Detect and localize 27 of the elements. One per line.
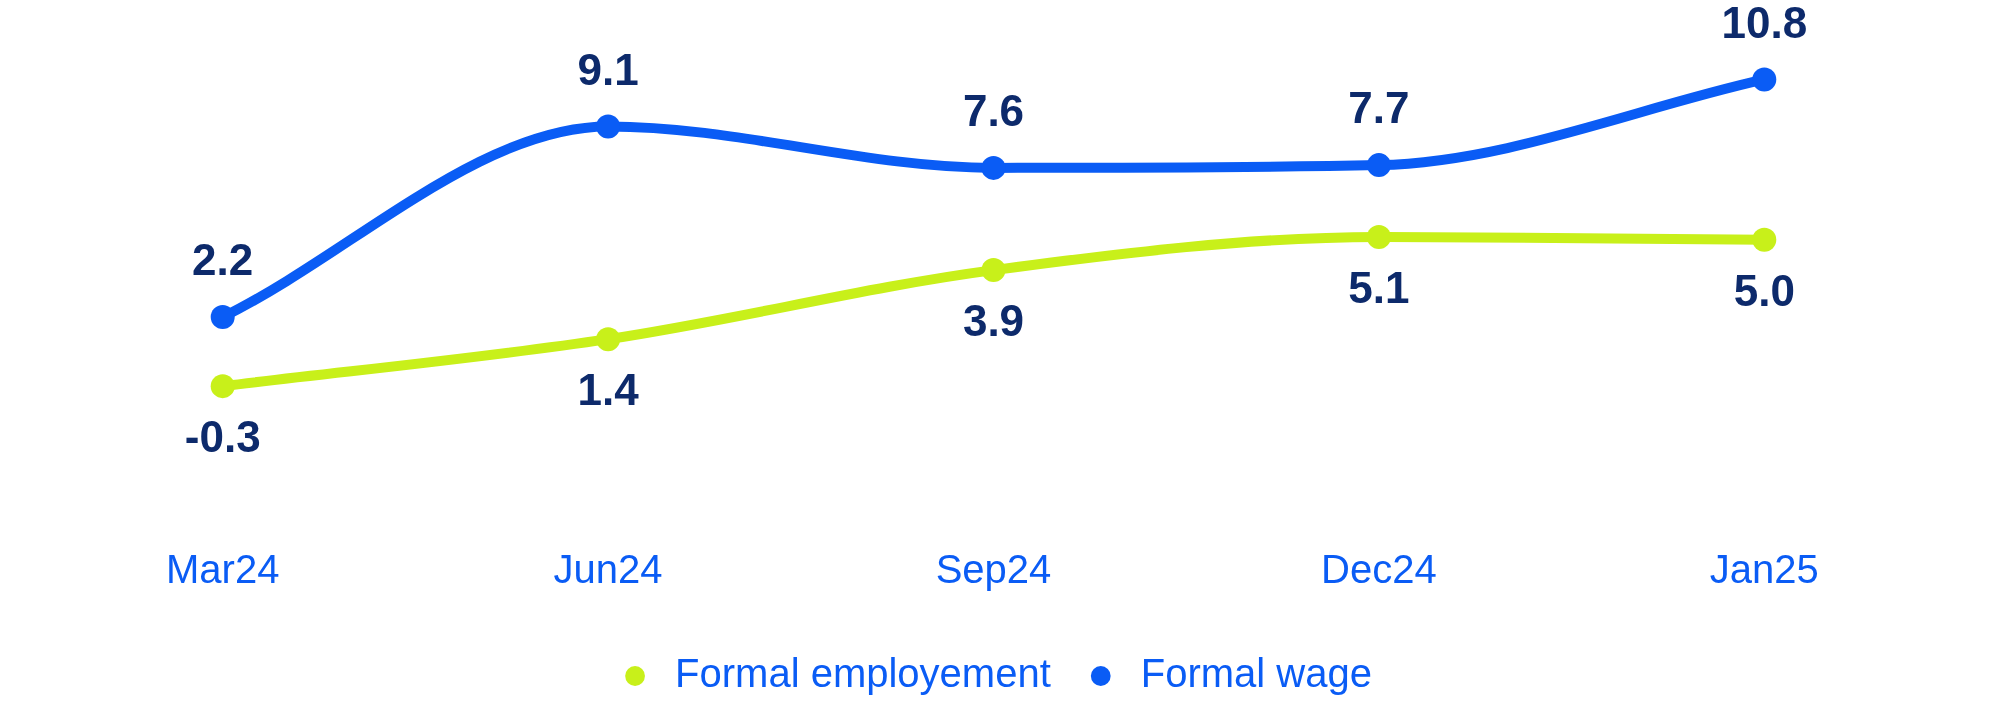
point xyxy=(1366,224,1391,249)
data-label: 9.1 xyxy=(577,44,639,94)
data-label: 7.7 xyxy=(1348,83,1410,133)
point xyxy=(1366,153,1391,178)
data-label: 3.9 xyxy=(962,296,1025,346)
data-label: -0.3 xyxy=(184,412,261,462)
point xyxy=(1752,67,1777,92)
point xyxy=(981,155,1006,180)
point xyxy=(596,327,621,352)
data-label: 5.0 xyxy=(1733,265,1795,315)
x-tick-label: Jun24 xyxy=(553,547,663,592)
point xyxy=(981,258,1006,283)
data-label: 7.6 xyxy=(962,86,1025,136)
point xyxy=(210,305,235,330)
legend-label: Formal wage xyxy=(1140,651,1372,696)
data-label: 1.4 xyxy=(577,365,640,415)
x-tick-label: Mar24 xyxy=(166,547,280,592)
point xyxy=(596,114,621,139)
data-label: 2.2 xyxy=(192,235,254,285)
data-label: 10.8 xyxy=(1721,0,1808,47)
point xyxy=(210,374,235,399)
data-label: 5.1 xyxy=(1348,263,1410,313)
legend-label: Formal employement xyxy=(675,651,1051,696)
x-tick-label: Jan25 xyxy=(1709,547,1819,592)
x-tick-label: Sep24 xyxy=(935,547,1052,592)
x-tick-label: Dec24 xyxy=(1321,547,1437,592)
point xyxy=(1752,227,1777,252)
